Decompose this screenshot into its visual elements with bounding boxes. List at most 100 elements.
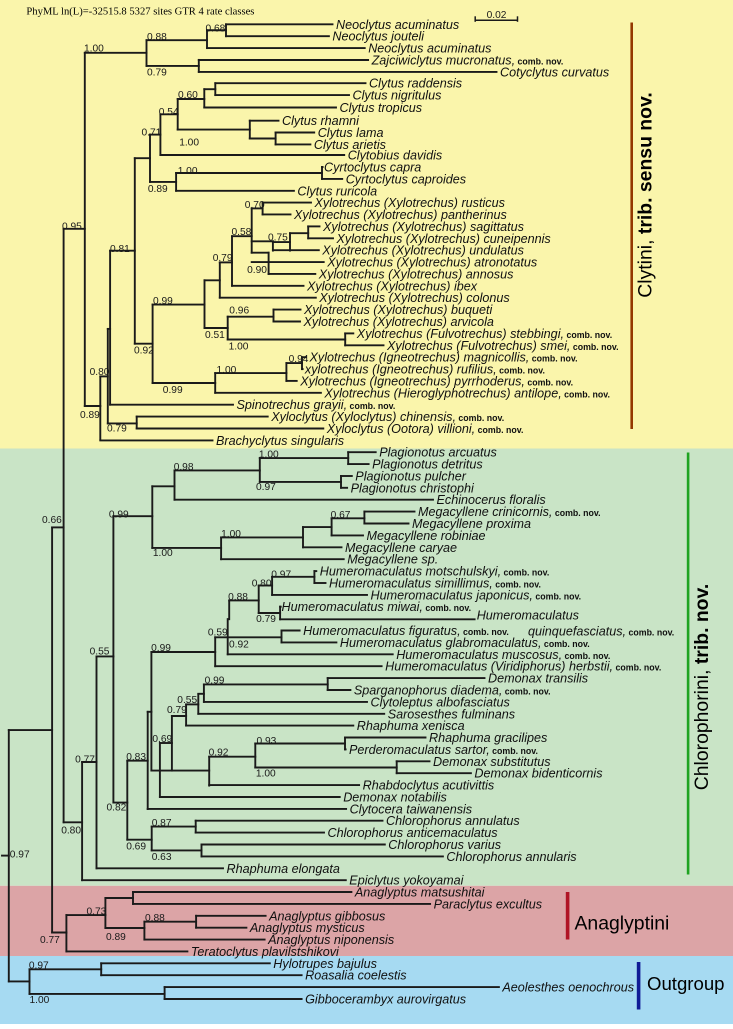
svg-text:Xylotrechus (Xylotrechus) arvi: Xylotrechus (Xylotrechus) arvicola (303, 315, 494, 329)
svg-text:0.99: 0.99 (153, 296, 173, 307)
svg-text:Xylotrechus (Xylotrechus) pant: Xylotrechus (Xylotrechus) pantherinus (293, 208, 507, 222)
svg-text:Rhabdoclytus acutivittis: Rhabdoclytus acutivittis (363, 779, 495, 793)
svg-text:Clytus rhamni: Clytus rhamni (282, 114, 360, 128)
svg-text:Clytus raddensis: Clytus raddensis (369, 77, 463, 91)
svg-text:Chlorophorini, trib. nov.: Chlorophorini, trib. nov. (691, 584, 713, 791)
svg-text:Roasalia coelestis: Roasalia coelestis (305, 969, 407, 983)
svg-text:Xylotrechus (Xylotrechus) undu: Xylotrechus (Xylotrechus) undulatus (321, 244, 524, 258)
svg-text:Clytini, trib. sensu nov.: Clytini, trib. sensu nov. (635, 92, 657, 297)
svg-text:0.89: 0.89 (106, 932, 126, 943)
svg-text:Chlorophorus annulatus: Chlorophorus annulatus (386, 814, 520, 828)
svg-text:Plagionotus detritus: Plagionotus detritus (372, 458, 483, 472)
svg-text:0.75: 0.75 (268, 232, 288, 243)
svg-text:Sarosesthes fulminans: Sarosesthes fulminans (388, 707, 516, 721)
svg-text:0.55: 0.55 (90, 647, 110, 658)
svg-text:Brachyclytus singularis: Brachyclytus singularis (216, 434, 345, 448)
svg-text:Epiclytus yokoyamai: Epiclytus yokoyamai (349, 874, 464, 888)
svg-text:Echinocerus floralis: Echinocerus floralis (437, 493, 547, 507)
svg-text:Spinotrechus grayii, comb. nov: Spinotrechus grayii, comb. nov. (237, 398, 396, 412)
svg-text:1.00: 1.00 (229, 342, 249, 353)
svg-text:Chlorophorus anticemaculatus: Chlorophorus anticemaculatus (328, 826, 499, 840)
svg-text:1.00: 1.00 (259, 450, 279, 461)
svg-text:Xylotrechus (Igneotrechus) pyr: Xylotrechus (Igneotrechus) pyrrhoderus, … (299, 374, 573, 388)
svg-text:1.00: 1.00 (217, 365, 237, 376)
svg-text:Xylotrechus (Xylotrechus) sagi: Xylotrechus (Xylotrechus) sagittatus (322, 220, 525, 234)
svg-text:Clytobius davidis: Clytobius davidis (348, 149, 443, 163)
svg-text:0.96: 0.96 (229, 306, 249, 317)
svg-text:Plagionotus arcuatus: Plagionotus arcuatus (379, 446, 497, 460)
svg-text:Xylotrechus (Xylotrechus) cune: Xylotrechus (Xylotrechus) cuneipennis (336, 232, 552, 246)
svg-text:Gibbocerambyx aurovirgatus: Gibbocerambyx aurovirgatus (305, 993, 467, 1007)
svg-text:Neoclytus acuminatus: Neoclytus acuminatus (336, 18, 460, 32)
svg-text:Megacyllene sp.: Megacyllene sp. (347, 553, 438, 567)
svg-text:0.68: 0.68 (206, 24, 226, 35)
svg-text:0.88: 0.88 (228, 592, 248, 603)
svg-text:Rhaphuma elongata: Rhaphuma elongata (227, 862, 340, 876)
svg-text:Clytus arietis: Clytus arietis (314, 138, 387, 152)
svg-text:0.99: 0.99 (109, 510, 129, 521)
svg-text:Anaglyptus mysticus: Anaglyptus mysticus (249, 921, 365, 935)
svg-text:Anaglyptus niponensis: Anaglyptus niponensis (267, 933, 395, 947)
svg-text:1.00: 1.00 (30, 995, 50, 1006)
svg-text:Clytus nigritulus: Clytus nigritulus (353, 89, 443, 103)
svg-text:Clytus ruricola: Clytus ruricola (297, 184, 377, 198)
svg-text:Xylotrechus (Hieroglyphotrechu: Xylotrechus (Hieroglyphotrechus) antilop… (323, 386, 610, 400)
svg-text:0.89: 0.89 (80, 410, 100, 421)
svg-text:0.88: 0.88 (145, 913, 165, 924)
svg-text:0.80: 0.80 (90, 367, 110, 378)
svg-text:Megacyllene proxima: Megacyllene proxima (412, 517, 531, 531)
svg-text:quinquefasciatus, comb. nov.: quinquefasciatus, comb. nov. (528, 625, 674, 639)
svg-text:Clytus lama: Clytus lama (318, 126, 384, 140)
svg-text:0.79: 0.79 (167, 705, 187, 716)
svg-text:Demonax notabilis: Demonax notabilis (343, 791, 447, 805)
svg-text:0.98: 0.98 (174, 462, 194, 473)
svg-text:0.66: 0.66 (42, 515, 62, 526)
svg-text:1.00: 1.00 (179, 137, 199, 148)
svg-text:0.79: 0.79 (213, 253, 233, 264)
svg-text:Cyrtoclytus caproides: Cyrtoclytus caproides (346, 172, 467, 186)
svg-text:0.92: 0.92 (229, 640, 249, 651)
svg-text:0.02: 0.02 (487, 10, 507, 21)
svg-text:Zajciwiclytus mucronatus, comb: Zajciwiclytus mucronatus, comb. nov. (371, 54, 564, 68)
svg-text:Neoclytus jouteli: Neoclytus jouteli (332, 30, 425, 44)
svg-text:0.99: 0.99 (163, 385, 183, 396)
svg-text:Cyrtoclytus capra: Cyrtoclytus capra (324, 161, 421, 175)
svg-text:Plagionotus pulcher: Plagionotus pulcher (355, 470, 466, 484)
svg-text:Chlorophorus varius: Chlorophorus varius (388, 838, 501, 852)
svg-text:Humeromaculatus japonicus, com: Humeromaculatus japonicus, comb. nov. (371, 588, 582, 602)
svg-text:0.77: 0.77 (75, 754, 95, 765)
svg-text:0.90: 0.90 (247, 265, 267, 276)
svg-text:Aeolesthes oenochrous: Aeolesthes oenochrous (501, 981, 634, 995)
svg-text:0.83: 0.83 (126, 752, 146, 763)
svg-text:Demonax bidenticornis: Demonax bidenticornis (474, 767, 603, 781)
svg-text:Megacyllene robiniae: Megacyllene robiniae (367, 529, 486, 543)
svg-text:Xylotrechus (Xylotrechus) atro: Xylotrechus (Xylotrechus) atronotatus (326, 256, 538, 270)
svg-text:0.71: 0.71 (142, 127, 162, 138)
svg-text:Hylotrupes bajulus: Hylotrupes bajulus (273, 957, 377, 971)
svg-text:Sparganophorus diadema, comb.: Sparganophorus diadema, comb. nov. (354, 684, 551, 698)
svg-text:0.58: 0.58 (232, 227, 252, 238)
svg-text:0.93: 0.93 (257, 736, 277, 747)
svg-text:0.89: 0.89 (148, 184, 168, 195)
svg-text:Chlorophorus annularis: Chlorophorus annularis (446, 850, 577, 864)
svg-text:0.79: 0.79 (256, 614, 276, 625)
svg-text:0.97: 0.97 (256, 482, 276, 493)
svg-text:Humeromaculatus: Humeromaculatus (477, 608, 580, 622)
svg-text:0.97: 0.97 (271, 569, 291, 580)
svg-text:1.00: 1.00 (153, 548, 173, 559)
svg-text:0.59: 0.59 (208, 627, 228, 638)
svg-text:Anaglyptus matsushitai: Anaglyptus matsushitai (354, 886, 486, 900)
svg-text:Xylotrechus (Xylotrechus) rust: Xylotrechus (Xylotrechus) rusticus (314, 196, 506, 210)
svg-text:Plagionotus christophi: Plagionotus christophi (351, 481, 475, 495)
svg-text:Xylotrechus (Xylotrechus) ibex: Xylotrechus (Xylotrechus) ibex (306, 279, 478, 293)
svg-text:0.97: 0.97 (10, 850, 30, 861)
svg-text:Demonax transilis: Demonax transilis (488, 672, 589, 686)
svg-text:Megacyllene crinicornis, comb.: Megacyllene crinicornis, comb. nov. (418, 505, 601, 519)
svg-text:0.51: 0.51 (205, 330, 225, 341)
svg-text:0.73: 0.73 (87, 906, 107, 917)
svg-text:Xylotrechus (Xylotrechus) buqu: Xylotrechus (Xylotrechus) buqueti (303, 303, 493, 317)
svg-text:0.79: 0.79 (147, 68, 167, 79)
svg-text:0.79: 0.79 (107, 424, 127, 435)
svg-text:Humeromaculatus figuratus, com: Humeromaculatus figuratus, comb. nov. (303, 624, 509, 638)
svg-text:0.63: 0.63 (152, 852, 172, 863)
